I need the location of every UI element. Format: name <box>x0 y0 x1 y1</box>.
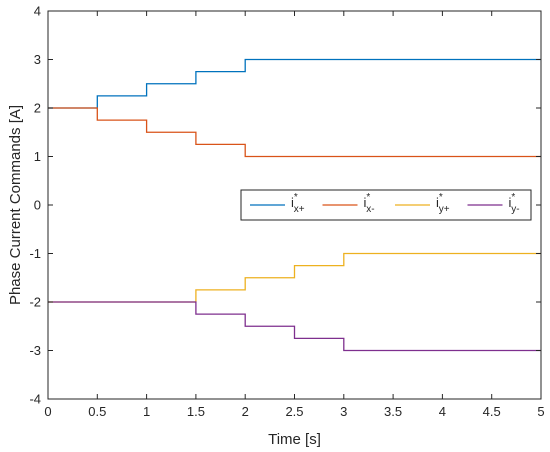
y-tick-label: 3 <box>34 52 41 67</box>
x-tick-label: 1.5 <box>187 404 205 419</box>
y-tick-label: 2 <box>34 101 41 116</box>
legend-label-3: i* y+ <box>436 192 450 215</box>
y-tick-label: -3 <box>29 343 41 358</box>
y-tick-label: 0 <box>34 198 41 213</box>
series-line-3 <box>48 252 541 303</box>
axes-layer: 0 0.5 1 1.5 2 2.5 3 3.5 4 4.5 5 4 3 2 1 0 -1 -2 -3 -4 <box>29 4 544 420</box>
x-tick-label: 3 <box>340 404 347 419</box>
x-tick-label: 0.5 <box>88 404 106 419</box>
legend-label-2: i* x- <box>364 192 375 215</box>
series-line-2 <box>48 107 541 158</box>
x-tick-label: 0 <box>44 404 51 419</box>
series-line-4 <box>48 301 541 352</box>
y-tick-label: -4 <box>29 392 41 407</box>
x-tick-label: 1 <box>143 404 150 419</box>
x-tick-label: 3.5 <box>384 404 402 419</box>
y-tick-label: 1 <box>34 149 41 164</box>
x-tick-label: 4 <box>439 404 446 419</box>
series-layer <box>48 58 541 352</box>
y-axis-label: Phase Current Commands [A] <box>7 105 24 305</box>
legend-label-4: i* y- <box>509 192 520 215</box>
x-tick-label: 2.5 <box>285 404 303 419</box>
series-line-1 <box>48 58 541 109</box>
y-tick-label: 4 <box>34 4 41 19</box>
legend: i* x+ i* x-i* y+ i* y- <box>240 189 532 221</box>
y-tick-label: -1 <box>29 246 41 261</box>
x-axis-label: Time [s] <box>268 431 321 448</box>
x-tick-label: 4.5 <box>483 404 501 419</box>
x-tick-label: 5 <box>537 404 544 419</box>
legend-label-1: i* x+ <box>291 192 305 215</box>
y-tick-label: -2 <box>29 295 41 310</box>
x-tick-label: 2 <box>242 404 249 419</box>
